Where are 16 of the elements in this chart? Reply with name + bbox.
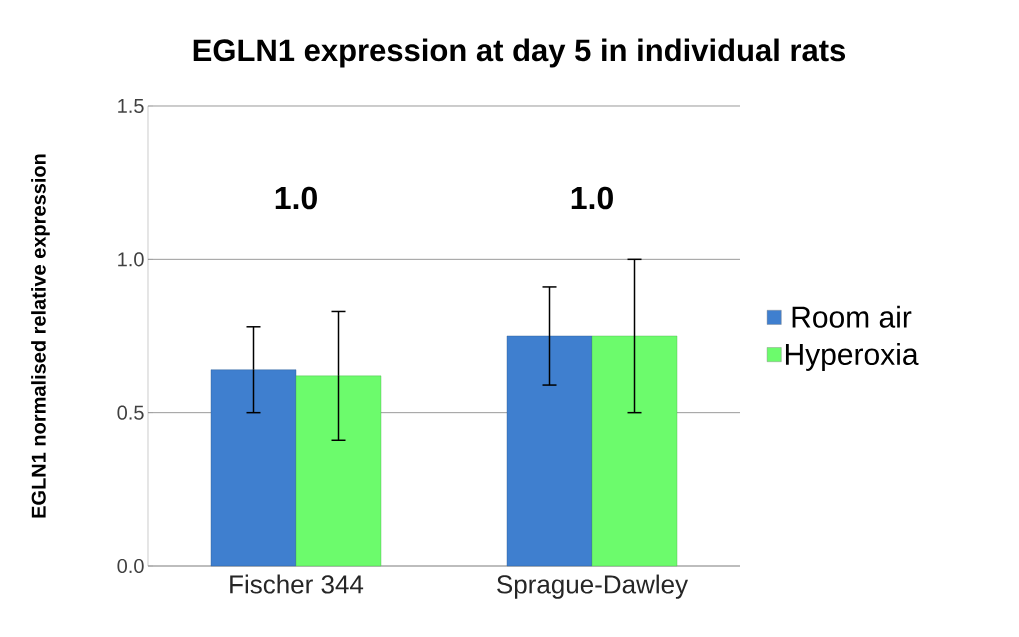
y-tick-label: 0.5 [117, 405, 144, 420]
bar [506, 335, 593, 567]
legend-label: Room air [792, 305, 912, 328]
y-tick-label: 0.0 [117, 558, 144, 574]
bar [591, 335, 678, 567]
bar [295, 375, 382, 567]
x-tick-label: Fischer 344 [230, 574, 364, 594]
x-tick-label: Sprague-Dawley [497, 574, 689, 599]
annotation: 1.0 [275, 186, 317, 210]
y-axis-title: EGLN1 normalised relative expression [31, 154, 50, 518]
annotation: 1.0 [571, 186, 613, 210]
y-tick-label: 1.0 [118, 252, 144, 267]
bar [210, 369, 297, 567]
y-tick-label: 1.5 [118, 99, 144, 113]
legend-label: Hyperoxia [785, 343, 919, 371]
chart-title: EGLN1 expression at day 5 in individual rats [193, 38, 846, 68]
